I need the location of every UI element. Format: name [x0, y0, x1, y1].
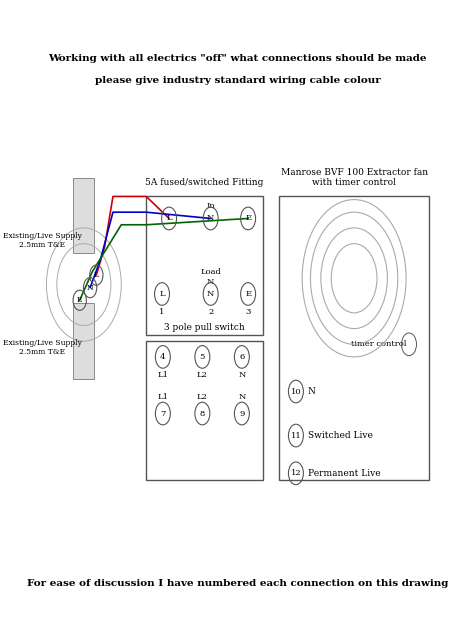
Text: N: N	[238, 393, 246, 401]
FancyBboxPatch shape	[73, 178, 94, 253]
Text: N: N	[207, 290, 214, 298]
Text: 12: 12	[291, 470, 301, 477]
Text: Load
N: Load N	[200, 269, 221, 286]
Text: Permanent Live: Permanent Live	[308, 469, 380, 478]
Text: L2: L2	[197, 372, 208, 379]
Text: L1: L1	[157, 393, 168, 401]
Text: N: N	[238, 372, 246, 379]
Text: Existing/Live Supply
2.5mm T&E: Existing/Live Supply 2.5mm T&E	[3, 339, 82, 356]
Text: In: In	[206, 202, 215, 210]
Text: 10: 10	[291, 387, 301, 396]
Text: 5A fused/switched Fitting: 5A fused/switched Fitting	[145, 178, 264, 187]
Text: E: E	[77, 296, 82, 304]
Text: 5: 5	[200, 353, 205, 361]
Text: 11: 11	[291, 432, 301, 439]
Text: For ease of discussion I have numbered each connection on this drawing: For ease of discussion I have numbered e…	[27, 579, 448, 588]
Text: Manrose BVF 100 Extractor fan
with timer control: Manrose BVF 100 Extractor fan with timer…	[281, 167, 428, 187]
Text: Working with all electrics "off" what connections should be made: Working with all electrics "off" what co…	[48, 54, 427, 63]
Text: L: L	[94, 271, 99, 279]
Text: Existing/Live Supply
2.5mm T&E: Existing/Live Supply 2.5mm T&E	[3, 232, 82, 249]
Text: L: L	[166, 214, 172, 222]
Text: 3 pole pull switch: 3 pole pull switch	[164, 323, 245, 332]
Text: please give industry standard wiring cable colour: please give industry standard wiring cab…	[95, 76, 381, 85]
Text: E: E	[245, 214, 251, 222]
Text: L2: L2	[197, 393, 208, 401]
Text: 9: 9	[239, 410, 245, 418]
Text: 2: 2	[208, 308, 213, 317]
Text: N: N	[207, 214, 214, 222]
Text: L: L	[159, 290, 165, 298]
Text: Switched Live: Switched Live	[308, 431, 373, 440]
Text: N: N	[308, 387, 315, 396]
FancyBboxPatch shape	[73, 303, 94, 379]
FancyBboxPatch shape	[146, 197, 263, 335]
Text: 6: 6	[239, 353, 245, 361]
Text: 7: 7	[160, 410, 165, 418]
Text: L1: L1	[157, 372, 168, 379]
FancyBboxPatch shape	[279, 197, 429, 480]
FancyBboxPatch shape	[146, 341, 263, 480]
Text: N: N	[87, 284, 93, 292]
Text: timer control: timer control	[351, 340, 406, 348]
Text: E: E	[245, 290, 251, 298]
Text: 8: 8	[200, 410, 205, 418]
Text: 3: 3	[246, 308, 251, 317]
Text: 4: 4	[160, 353, 165, 361]
Text: 1: 1	[159, 308, 165, 317]
